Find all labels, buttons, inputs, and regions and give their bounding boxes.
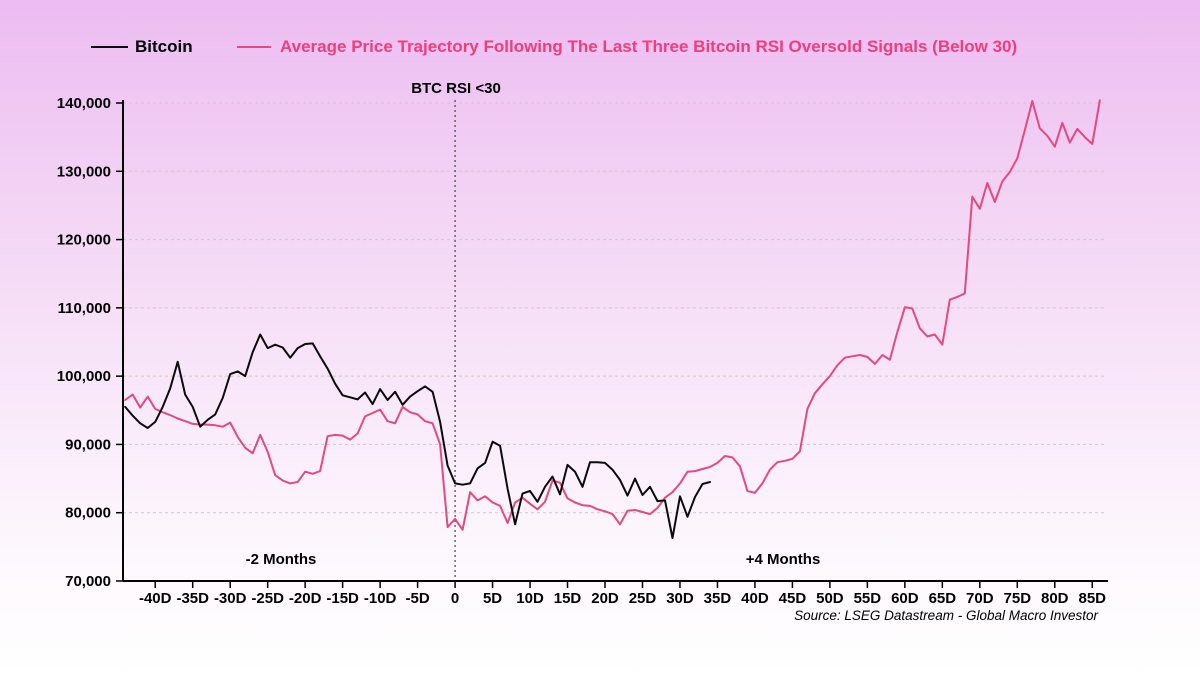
average-legend-label: Average Price Trajectory Following The L…	[280, 37, 1018, 56]
x-tick-label: 30D	[666, 590, 694, 607]
x-tick-label: -40D	[139, 590, 172, 607]
plus-four-months-label: +4 Months	[745, 551, 821, 568]
y-tick-label: 130,000	[57, 163, 111, 180]
x-tick-label: 75D	[1004, 590, 1032, 607]
x-tick-label: 5D	[483, 590, 502, 607]
y-tick-label: 70,000	[65, 573, 111, 590]
average-trajectory-line	[124, 99, 1101, 531]
y-tick-label: 90,000	[65, 436, 111, 453]
x-tick-label: 0	[451, 590, 459, 607]
x-tick-label: 25D	[629, 590, 657, 607]
average-legend-swatch	[237, 46, 271, 48]
x-tick-label: 45D	[779, 590, 807, 607]
x-tick-label: -25D	[251, 590, 284, 607]
x-tick-label: -10D	[364, 590, 397, 607]
x-tick-label: 55D	[854, 590, 882, 607]
x-tick-label: 65D	[929, 590, 957, 607]
x-tick-label: -15D	[326, 590, 359, 607]
y-tick-label: 80,000	[65, 505, 111, 522]
x-tick-label: 70D	[966, 590, 994, 607]
x-tick-label: 60D	[891, 590, 919, 607]
x-tick-label: -30D	[214, 590, 247, 607]
rsi-threshold-label: BTC RSI <30	[411, 80, 501, 97]
x-tick-label: -20D	[289, 590, 322, 607]
x-tick-label: -35D	[176, 590, 209, 607]
bitcoin-line	[124, 333, 711, 539]
x-tick-label: 50D	[816, 590, 844, 607]
y-tick-label: 120,000	[57, 232, 111, 249]
x-tick-label: 35D	[704, 590, 732, 607]
bitcoin-legend-label: Bitcoin	[135, 37, 193, 56]
x-tick-label: 15D	[554, 590, 582, 607]
y-tick-label: 100,000	[57, 368, 111, 385]
x-tick-label: 20D	[591, 590, 619, 607]
x-tick-label: 85D	[1078, 590, 1106, 607]
x-tick-label: 40D	[741, 590, 769, 607]
x-tick-label: 10D	[516, 590, 544, 607]
y-tick-label: 110,000	[58, 300, 111, 317]
bitcoin-legend-swatch	[91, 46, 128, 48]
y-tick-label: 140,000	[57, 95, 111, 112]
source-attribution: Source: LSEG Datastream - Global Macro I…	[794, 608, 1098, 623]
x-tick-label: -5D	[406, 590, 430, 607]
minus-two-months-label: -2 Months	[245, 551, 317, 568]
x-tick-label: 80D	[1041, 590, 1069, 607]
